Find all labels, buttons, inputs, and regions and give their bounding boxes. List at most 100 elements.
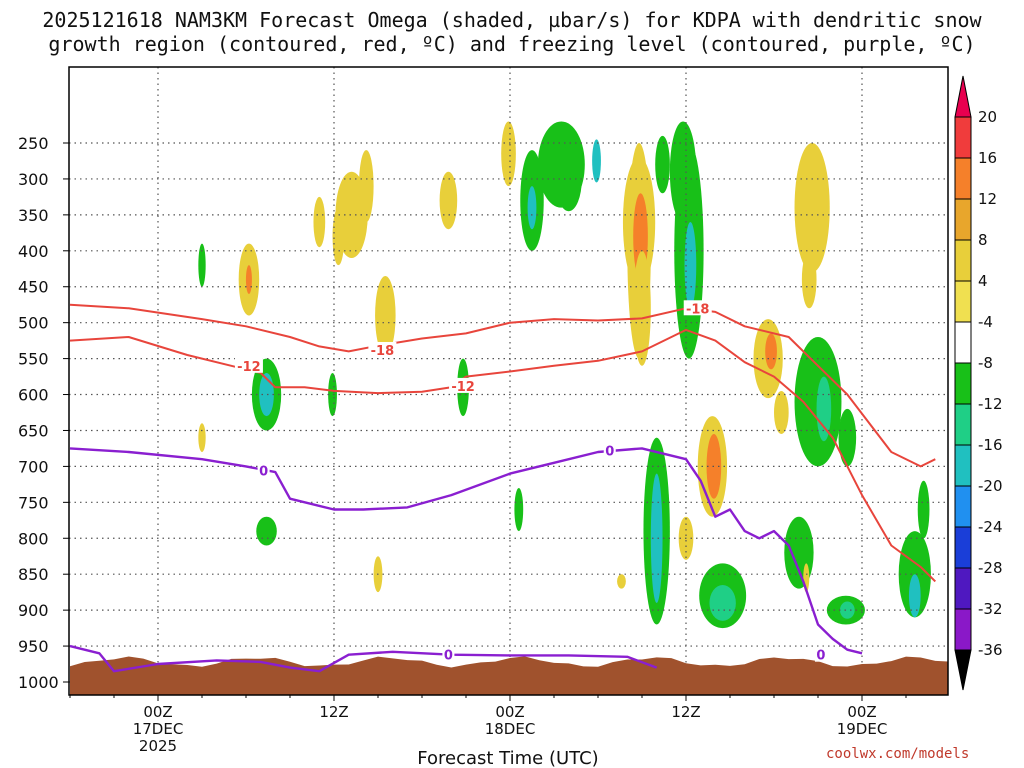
y-tick-label: 550 (18, 350, 49, 369)
freezing-label-1: 0 (259, 465, 268, 480)
x-tick-label: 00Z (847, 703, 876, 721)
dgz-label-lower-1-bg (234, 357, 263, 373)
colorbar-bin (954, 280, 972, 323)
freezing-contour-upper (69, 447, 863, 655)
freezing-label-4-bg (814, 646, 827, 662)
omega-blob (838, 408, 857, 467)
x-tick-label: 17DEC (133, 720, 184, 738)
omega-blob (650, 473, 663, 603)
colorbar-label: -12 (978, 395, 1003, 413)
omega-blob (259, 372, 274, 417)
colorbar-bin (954, 116, 972, 159)
dgz-label-lower-1: -12 (237, 360, 261, 375)
terrain-fill (70, 656, 948, 695)
omega-blob (774, 390, 789, 435)
y-tick-label: 950 (18, 637, 49, 656)
colorbar-top-arrow (954, 75, 972, 118)
omega-blob (555, 146, 582, 212)
y-tick-label: 250 (18, 134, 49, 153)
x-tick-label: 12Z (671, 703, 700, 721)
y-tick-label: 750 (18, 493, 49, 512)
chart-title-line-1: 2025121618 NAM3KM Forecast Omega (shaded… (42, 8, 982, 32)
omega-blob (917, 480, 930, 539)
plot-frame (68, 66, 949, 696)
omega-blob (245, 265, 252, 294)
colorbar-label: -32 (978, 600, 1003, 618)
chart-title-line-2: growth region (contoured, red, ºC) and f… (48, 32, 976, 56)
x-tick-label: 12Z (319, 703, 348, 721)
omega-blob (256, 516, 277, 546)
dgz-contour-upper (69, 303, 936, 468)
omega-blob (684, 222, 697, 309)
omega-blob (313, 196, 326, 248)
omega-blob (840, 601, 855, 619)
colorbar-bin (954, 198, 972, 241)
y-tick-label: 450 (18, 278, 49, 297)
colorbar-label: 8 (978, 231, 988, 249)
omega-blob (358, 150, 374, 223)
colorbar-label: -4 (978, 313, 993, 331)
colorbar-label: -16 (978, 436, 1003, 454)
freezing-label-3: 0 (444, 649, 453, 664)
credit-text[interactable]: coolwx.com/models (826, 746, 969, 762)
y-tick-label: 400 (18, 242, 49, 261)
dgz-contour-lower (69, 328, 937, 583)
y-tick-label: 500 (18, 314, 49, 333)
y-tick-label: 1000 (18, 673, 59, 692)
colorbar-label: 4 (978, 272, 988, 290)
y-tick-label: 700 (18, 457, 49, 476)
y-tick-label: 650 (18, 421, 49, 440)
x-tick-label: 18DEC (485, 720, 536, 738)
colorbar-bin (954, 321, 972, 364)
dgz-label-lower-2: -12 (451, 380, 475, 395)
omega-blob (801, 250, 817, 309)
omega-blob (765, 333, 777, 370)
omega-blob (709, 584, 736, 621)
omega-blob (655, 135, 670, 194)
terrain (70, 656, 948, 695)
omega-blob (328, 372, 337, 417)
omega-blob (527, 186, 537, 230)
colorbar-label: 16 (978, 149, 997, 167)
colorbar-label: -24 (978, 518, 1003, 536)
colorbar: 20 16 12 8 4 -4 -8 -12 -16 -20 -24 -28 -32 -36 (954, 75, 1003, 691)
omega-blob (439, 171, 458, 230)
omega-blob (908, 574, 921, 618)
freezing-label-4: 0 (816, 649, 825, 664)
dgz-label-upper-1-bg (368, 341, 397, 357)
colorbar-bin (954, 239, 972, 282)
colorbar-bin (954, 526, 972, 569)
axes: 250 300 350 400 450 500 550 600 650 700 750 800 850 9… (18, 134, 907, 755)
colorbar-label: 20 (978, 108, 997, 126)
colorbar-label: 12 (978, 190, 997, 208)
colorbar-bin (954, 485, 972, 528)
dgz-label-lower-2-bg (449, 377, 478, 393)
y-tick-label: 350 (18, 206, 49, 225)
colorbar-bin (954, 567, 972, 610)
omega-blob (514, 487, 524, 532)
freezing-label-3-bg (442, 646, 455, 662)
freezing-label-1-bg (257, 462, 270, 478)
omega-blob (592, 139, 601, 183)
x-tick-label: 00Z (495, 703, 524, 721)
colorbar-label: -20 (978, 477, 1003, 495)
colorbar-label: -36 (978, 641, 1003, 659)
freezing-label-2-bg (603, 442, 616, 458)
omega-blob (375, 275, 396, 356)
dgz-label-upper-1: -18 (371, 344, 395, 359)
freezing-label-2: 0 (605, 445, 614, 460)
colorbar-bin (954, 608, 972, 651)
omega-blob (198, 243, 206, 287)
omega-blob (501, 121, 516, 187)
y-tick-label: 800 (18, 529, 49, 548)
y-tick-label: 900 (18, 601, 49, 620)
dgz-label-upper-2: -18 (686, 302, 710, 317)
x-tick-label: 00Z (143, 703, 172, 721)
colorbar-bin (954, 444, 972, 487)
colorbar-bin (954, 157, 972, 200)
contours: -18 -18 -12 -12 0 0 0 0 (69, 300, 937, 673)
freezing-contour-lower (69, 644, 658, 673)
omega-blob (617, 574, 626, 589)
omega-blob (794, 143, 830, 273)
omega-blob (332, 207, 345, 266)
